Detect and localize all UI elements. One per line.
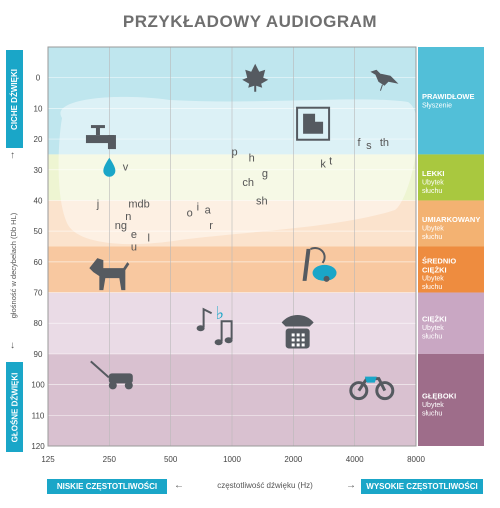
x-tick-label: 8000 [407, 455, 425, 464]
telephone-icon [281, 314, 314, 349]
speech-sound-i: i [197, 202, 199, 214]
y-tick-label: 90 [34, 350, 43, 359]
band-sub-2: Ubytek [422, 225, 444, 232]
speech-sound-g: g [262, 168, 268, 180]
x-tick-label: 125 [41, 455, 55, 464]
x-tick-label: 2000 [284, 455, 302, 464]
clock-icon [296, 106, 331, 141]
band-sub-4: Ubytek [422, 325, 444, 332]
band-name-2: UMIARKOWANY [422, 215, 480, 224]
loud-sounds-label: GŁOŚNE DŹWIĘKI [6, 362, 23, 452]
band-sub-5: Ubytek [422, 402, 444, 409]
speech-sound-th: th [380, 137, 389, 149]
band-side-1 [418, 154, 484, 201]
band-side-0 [418, 47, 484, 155]
band-sub-1: Ubytek [422, 179, 444, 186]
x-axis-label: częstotliwość dźwięku (Hz) [217, 481, 313, 490]
y-tick-label: 70 [34, 289, 43, 298]
bird-icon [370, 69, 399, 91]
quiet-sounds-label: CICHE DŹWIĘKI [6, 50, 23, 148]
band-name-0: PRAWIDŁOWE [422, 92, 475, 101]
speech-sound-ng: ng [115, 220, 127, 232]
speech-sound-mdb: mdb [128, 199, 149, 211]
motorcycle-icon [349, 376, 395, 401]
chart-title: PRZYKŁADOWY AUDIOGRAM [122, 12, 378, 31]
faucet-icon [85, 125, 116, 150]
y-tick-label: 20 [34, 135, 43, 144]
band-sub-5: słuchu [422, 410, 442, 417]
speech-sound-r: r [209, 220, 213, 232]
speech-sound-n: n [125, 211, 131, 223]
speech-sound-v: v [123, 162, 129, 174]
left-arrow-icon: ← [174, 480, 184, 491]
speech-sound-s: s [366, 140, 372, 152]
speech-sound-e: e [131, 229, 137, 241]
band-sub-2: słuchu [422, 234, 442, 241]
band-side-5 [418, 353, 484, 446]
x-tick-label: 250 [103, 455, 117, 464]
band-side-4 [418, 292, 484, 354]
speech-sound-u: u [131, 242, 137, 254]
y-tick-label: 0 [36, 74, 41, 83]
x-tick-label: 500 [164, 455, 178, 464]
y-tick-label: 30 [34, 166, 43, 175]
band-name-5: GŁĘBOKI [422, 391, 456, 400]
band-name-3: ŚREDNIO [422, 257, 456, 266]
speech-sound-t: t [329, 156, 332, 168]
high-frequencies-label: WYSOKIE CZĘSTOTLIWOŚCI [361, 479, 483, 494]
band-side-3 [418, 246, 484, 293]
speech-sound-ch: ch [242, 177, 254, 189]
band-name-3: CIĘŻKI [422, 266, 447, 275]
up-arrow-icon: ↑ [10, 150, 15, 161]
speech-sound-j: j [96, 199, 99, 211]
speech-sound-sh: sh [256, 195, 268, 207]
speech-sound-h: h [249, 152, 255, 164]
band-sub-1: słuchu [422, 188, 442, 195]
speech-sound-p: p [232, 146, 238, 158]
right-arrow-icon: → [346, 480, 356, 491]
band-sub-4: słuchu [422, 334, 442, 341]
lawnmower-icon [90, 360, 133, 390]
band-sub-3: słuchu [422, 284, 442, 291]
speech-sound-o: o [187, 208, 193, 220]
band-sub-3: Ubytek [422, 276, 444, 283]
x-tick-label: 4000 [346, 455, 364, 464]
down-arrow-icon: ↓ [10, 340, 15, 351]
maple-leaf-icon [242, 63, 269, 92]
y-tick-label: 120 [31, 442, 45, 451]
y-tick-label: 50 [34, 227, 43, 236]
y-tick-label: 110 [32, 411, 45, 420]
speech-banana [58, 96, 418, 245]
speech-sound-l: l [147, 232, 149, 244]
y-tick-label: 10 [34, 104, 43, 113]
y-tick-label: 100 [31, 381, 45, 390]
y-tick-label: 40 [34, 196, 43, 205]
low-frequencies-label: NISKIE CZĘSTOTLIWOŚCI [47, 479, 167, 494]
speech-sound-k: k [320, 159, 326, 171]
speech-sound-f: f [357, 137, 361, 149]
plot-frame [47, 46, 417, 447]
speech-sound-a: a [205, 205, 212, 217]
water-drop-icon [103, 157, 116, 177]
band-side-2 [418, 200, 484, 247]
band-name-4: CIĘŻKI [422, 315, 447, 324]
dog-icon [89, 258, 130, 291]
y-tick-label: 80 [34, 319, 43, 328]
svg-text:♭: ♭ [216, 303, 225, 324]
music-notes-icon: ♭ [196, 303, 233, 346]
vacuum-icon [302, 247, 337, 282]
band-name-1: LEKKI [422, 169, 445, 178]
band-sub-0: Słyszenie [422, 103, 452, 110]
x-tick-label: 1000 [223, 455, 241, 464]
y-tick-label: 60 [34, 258, 43, 267]
